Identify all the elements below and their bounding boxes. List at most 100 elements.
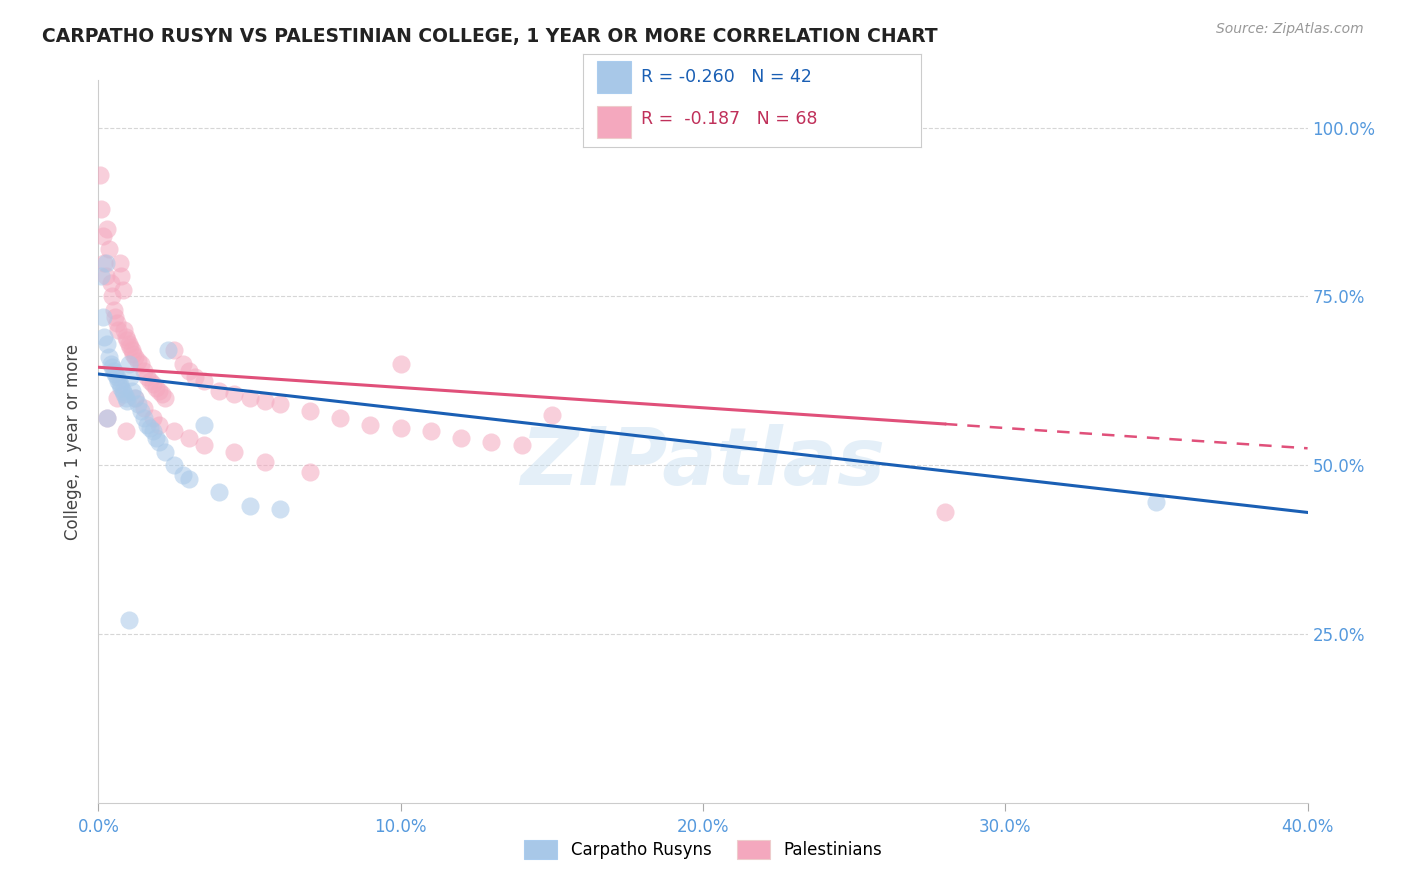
Point: [93, 330, 115, 344]
Point: [98, 350, 121, 364]
Point: [139, 374, 162, 388]
Point: [153, 391, 176, 405]
Point: [1146, 495, 1168, 509]
Point: [299, 404, 322, 418]
Text: R = -0.260   N = 42: R = -0.260 N = 42: [641, 68, 811, 86]
Point: [142, 377, 165, 392]
Point: [132, 411, 155, 425]
Point: [224, 387, 246, 401]
Point: [108, 255, 131, 269]
Point: [104, 367, 127, 381]
Point: [89, 168, 111, 182]
Point: [124, 391, 146, 405]
Point: [148, 434, 170, 449]
Point: [163, 343, 186, 358]
Point: [208, 384, 231, 398]
Point: [179, 364, 201, 378]
Point: [101, 289, 124, 303]
Point: [208, 485, 231, 500]
Point: [389, 421, 412, 435]
Point: [329, 411, 352, 425]
Point: [193, 438, 215, 452]
Legend: Carpatho Rusyns, Palestinians: Carpatho Rusyns, Palestinians: [524, 840, 882, 860]
Point: [142, 411, 165, 425]
Point: [105, 370, 128, 384]
Point: [96, 222, 118, 236]
Point: [253, 455, 276, 469]
Point: [111, 384, 134, 398]
Point: [253, 394, 276, 409]
Text: ZIPatlas: ZIPatlas: [520, 425, 886, 502]
Point: [179, 472, 201, 486]
Point: [90, 269, 112, 284]
Point: [148, 384, 170, 398]
Point: [98, 242, 121, 256]
Point: [179, 431, 201, 445]
Point: [124, 391, 146, 405]
Point: [111, 283, 134, 297]
Point: [360, 417, 382, 432]
Point: [145, 431, 167, 445]
Point: [135, 370, 157, 384]
Point: [90, 202, 112, 216]
Point: [118, 357, 141, 371]
Point: [139, 421, 162, 435]
Point: [124, 350, 146, 364]
Point: [94, 255, 117, 269]
Point: [114, 330, 136, 344]
Point: [172, 468, 194, 483]
Point: [269, 397, 291, 411]
Point: [101, 360, 124, 375]
Point: [114, 425, 136, 439]
Point: [107, 323, 129, 337]
Point: [114, 391, 136, 405]
Point: [172, 357, 194, 371]
Bar: [598, 61, 631, 93]
Point: [100, 357, 122, 371]
Point: [299, 465, 322, 479]
Point: [239, 499, 262, 513]
Point: [193, 417, 215, 432]
Point: [420, 425, 443, 439]
Point: [94, 269, 117, 284]
Point: [100, 276, 122, 290]
Y-axis label: College, 1 year or more: College, 1 year or more: [65, 343, 83, 540]
Point: [112, 323, 135, 337]
Point: [115, 394, 138, 409]
Point: [103, 302, 125, 317]
Point: [193, 374, 215, 388]
Point: [96, 336, 118, 351]
Point: [110, 269, 132, 284]
Point: [118, 614, 141, 628]
Point: [96, 411, 118, 425]
Point: [121, 384, 143, 398]
Point: [163, 458, 186, 472]
Point: [105, 391, 128, 405]
Point: [104, 310, 127, 324]
Point: [121, 343, 143, 358]
Point: [142, 425, 165, 439]
Point: [107, 374, 129, 388]
Point: [184, 370, 207, 384]
Point: [110, 380, 132, 394]
Bar: [598, 106, 631, 138]
Text: R =  -0.187   N = 68: R = -0.187 N = 68: [641, 110, 817, 128]
Point: [389, 357, 412, 371]
Point: [148, 417, 170, 432]
Point: [120, 340, 142, 354]
Point: [224, 444, 246, 458]
Point: [540, 408, 562, 422]
Point: [112, 387, 135, 401]
Text: CARPATHO RUSYN VS PALESTINIAN COLLEGE, 1 YEAR OR MORE CORRELATION CHART: CARPATHO RUSYN VS PALESTINIAN COLLEGE, 1…: [42, 27, 938, 45]
Point: [450, 431, 472, 445]
Point: [129, 357, 152, 371]
Point: [135, 417, 157, 432]
Point: [127, 397, 149, 411]
Point: [129, 404, 152, 418]
Point: [163, 425, 186, 439]
Point: [510, 438, 533, 452]
Point: [105, 317, 128, 331]
Point: [239, 391, 262, 405]
Point: [91, 310, 114, 324]
Point: [156, 343, 179, 358]
